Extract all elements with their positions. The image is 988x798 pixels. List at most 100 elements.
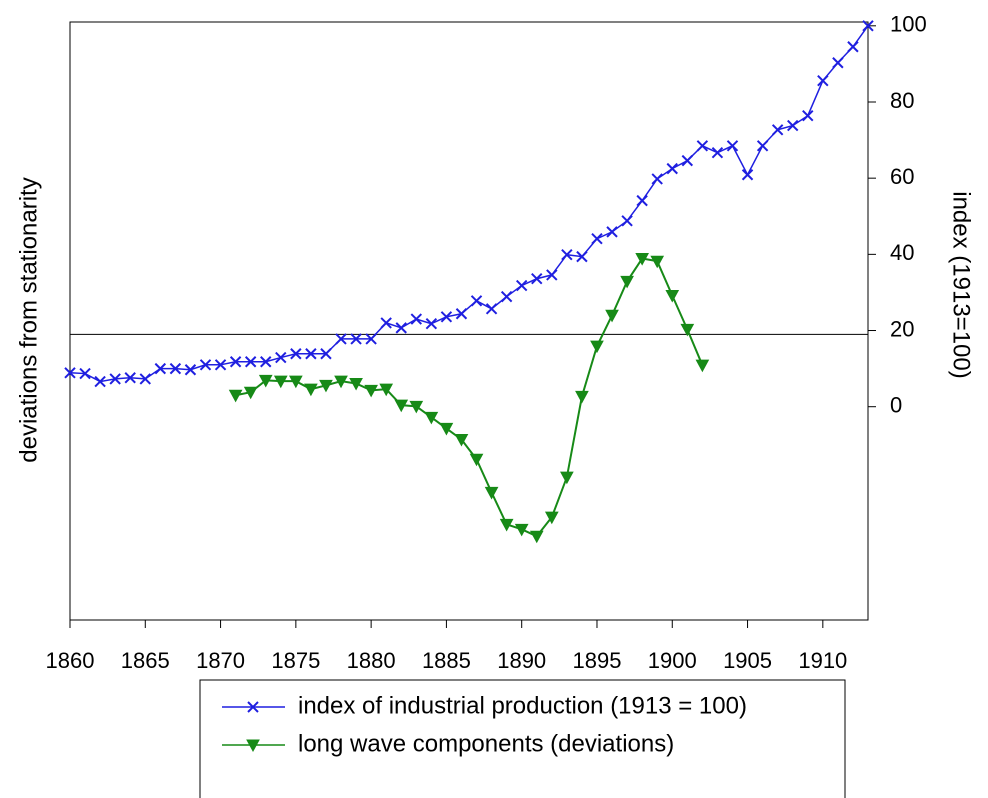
- marker: [802, 109, 814, 122]
- y2-tick-label: 100: [890, 12, 927, 37]
- marker: [304, 383, 318, 397]
- marker: [529, 530, 544, 544]
- y2-tick-label: 80: [890, 88, 914, 113]
- marker: [650, 255, 665, 269]
- marker: [470, 295, 483, 307]
- marker: [621, 215, 633, 227]
- marker: [409, 400, 424, 414]
- marker: [756, 140, 769, 152]
- y-axis-label: deviations from stationarity: [15, 177, 42, 462]
- x-tick-label: 1900: [648, 648, 697, 673]
- marker: [335, 333, 347, 345]
- marker: [680, 323, 695, 337]
- marker: [862, 20, 874, 32]
- marker: [469, 453, 484, 467]
- marker: [154, 362, 167, 375]
- marker: [484, 486, 499, 500]
- marker: [665, 289, 680, 303]
- marker: [246, 739, 260, 753]
- marker: [440, 311, 453, 323]
- marker: [94, 375, 106, 388]
- marker: [711, 146, 724, 159]
- marker: [681, 154, 694, 167]
- y2-axis-label: index (1913=100): [948, 191, 975, 378]
- marker: [139, 373, 151, 385]
- x-tick-label: 1895: [573, 648, 622, 673]
- marker: [696, 140, 709, 152]
- marker: [247, 701, 259, 713]
- legend-label: index of industrial production (1913 = 1…: [298, 692, 747, 719]
- marker: [334, 375, 348, 389]
- marker: [425, 317, 438, 330]
- marker: [289, 375, 303, 389]
- marker: [364, 384, 378, 398]
- marker: [817, 74, 829, 87]
- marker: [590, 340, 604, 354]
- marker: [244, 356, 257, 368]
- marker: [243, 386, 258, 400]
- marker: [350, 333, 362, 345]
- y2-tick-label: 0: [890, 393, 902, 418]
- marker: [514, 523, 529, 537]
- marker: [561, 249, 573, 261]
- marker: [319, 379, 333, 393]
- marker: [258, 374, 273, 388]
- marker: [214, 359, 227, 371]
- legend-box: [199, 679, 846, 798]
- marker: [455, 308, 468, 320]
- marker: [394, 399, 409, 413]
- x-tick-label: 1910: [798, 648, 847, 673]
- marker: [771, 124, 784, 136]
- marker: [320, 348, 332, 360]
- marker: [605, 309, 619, 323]
- x-tick-label: 1860: [46, 648, 95, 673]
- marker: [575, 390, 589, 404]
- marker: [124, 372, 136, 384]
- marker: [546, 269, 558, 281]
- marker: [395, 322, 407, 334]
- marker: [620, 275, 634, 289]
- plot-frame: [69, 21, 869, 621]
- marker: [560, 471, 574, 485]
- marker: [379, 383, 394, 397]
- x-tick-label: 1890: [497, 648, 546, 673]
- marker: [485, 303, 498, 315]
- series-line: [235, 257, 704, 538]
- marker: [184, 364, 197, 376]
- y2-tick-label: 20: [890, 316, 914, 341]
- marker: [199, 359, 212, 371]
- marker: [635, 253, 649, 266]
- x-tick-label: 1905: [723, 648, 772, 673]
- x-tick-label: 1880: [347, 648, 396, 673]
- marker: [500, 290, 513, 303]
- marker: [726, 140, 739, 152]
- marker: [349, 377, 363, 391]
- marker: [531, 273, 543, 285]
- marker: [305, 348, 317, 360]
- marker: [576, 250, 588, 263]
- legend-label: long wave components (deviations): [298, 730, 674, 757]
- marker: [109, 373, 121, 385]
- marker: [169, 362, 182, 375]
- marker: [515, 279, 528, 292]
- marker: [290, 348, 302, 360]
- x-tick-label: 1875: [271, 648, 320, 673]
- marker: [832, 57, 844, 69]
- marker: [64, 367, 76, 379]
- marker: [365, 333, 377, 345]
- marker: [424, 411, 439, 425]
- y2-tick-label: 60: [890, 164, 914, 189]
- series-line: [69, 25, 869, 383]
- marker: [544, 511, 559, 525]
- marker: [273, 375, 288, 389]
- marker: [439, 422, 454, 436]
- marker: [591, 233, 603, 245]
- marker: [410, 313, 423, 325]
- x-tick-label: 1865: [121, 648, 170, 673]
- y2-tick-label: 40: [890, 240, 914, 265]
- marker: [260, 356, 272, 368]
- marker: [787, 119, 799, 132]
- marker: [79, 367, 91, 380]
- marker: [695, 359, 710, 373]
